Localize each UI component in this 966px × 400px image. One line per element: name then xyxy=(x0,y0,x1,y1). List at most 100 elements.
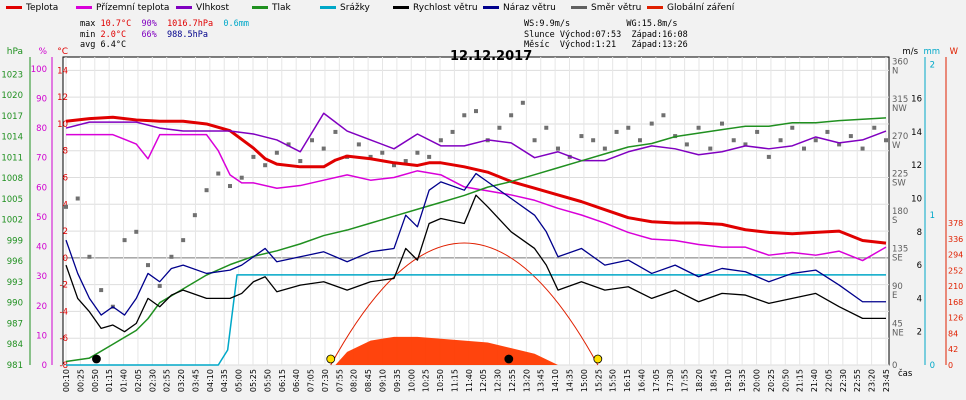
direction-point xyxy=(99,288,104,293)
plot-area xyxy=(62,56,890,366)
direction-point xyxy=(192,213,197,218)
legend-swatch xyxy=(252,6,268,9)
direction-tick-label: N xyxy=(892,66,898,76)
radiation-tick-label: 84 xyxy=(948,329,958,338)
stat-min-press: 988.5hPa xyxy=(167,29,208,40)
axis-unit-label: °C xyxy=(57,47,68,57)
legend-swatch xyxy=(176,6,192,9)
direction-point xyxy=(204,188,209,193)
direction-point xyxy=(169,254,174,259)
series-line xyxy=(65,115,887,245)
x-axis-ticks: 00:10 00:25 00:50 01:15 01:40 02:05 02:30 02:55… xyxy=(62,368,913,392)
x-tick-label: 19:10 xyxy=(724,369,733,392)
x-tick-label: 11:40 xyxy=(465,369,474,392)
legend-item: Srážky xyxy=(320,3,370,13)
radiation-tick-label: 168 xyxy=(948,298,963,307)
direction-tick-label: SW xyxy=(892,179,906,189)
stat-max-rain: 0.6mm xyxy=(223,19,249,29)
legend-swatch xyxy=(320,6,336,9)
axis-tick-label: 2 xyxy=(63,227,68,237)
axis-tick-label: -6 xyxy=(60,334,68,344)
axis-tick-label: 990 xyxy=(7,299,23,309)
wind-tick-label: 8 xyxy=(917,228,922,238)
x-tick-label: 10:50 xyxy=(436,369,445,392)
x-tick-label: 22:30 xyxy=(839,369,848,392)
radiation-tick-label: 252 xyxy=(948,266,963,275)
direction-point xyxy=(228,184,232,189)
direction-point xyxy=(872,125,877,130)
legend-item: Směr větru xyxy=(571,3,641,13)
direction-point xyxy=(520,100,525,105)
axes: hPa9819849879909939969991002100510081011… xyxy=(1,47,963,371)
direction-point xyxy=(216,171,221,176)
x-tick-label: 12:55 xyxy=(508,369,517,392)
sun-times: Slunce Východ:07:53 Západ:16:08 xyxy=(524,29,688,40)
direction-point xyxy=(509,113,514,118)
stat-max-press: 1016.7hPa xyxy=(167,19,214,29)
direction-point xyxy=(474,109,478,114)
rain-tick-label: 0 xyxy=(930,361,935,371)
radiation-area xyxy=(66,336,886,365)
x-tick-label: 01:40 xyxy=(120,369,129,392)
direction-tick-label: NE xyxy=(892,329,904,339)
legend-swatch xyxy=(393,6,409,9)
series-lines xyxy=(64,100,888,366)
direction-tick-label: 0 xyxy=(892,361,897,371)
x-tick-label: 05:00 xyxy=(235,369,244,392)
axis-tick-label: 8 xyxy=(63,147,68,157)
radiation-tick-label: 378 xyxy=(948,219,963,228)
wind-tick-label: 6 xyxy=(917,261,922,271)
direction-point xyxy=(837,142,842,147)
series-line xyxy=(65,112,887,162)
series-line xyxy=(66,274,886,366)
direction-point xyxy=(720,121,724,126)
legend-item: Tlak xyxy=(252,3,291,13)
wind-tick-label: 16 xyxy=(911,95,922,105)
series-line xyxy=(66,133,887,262)
direction-point xyxy=(731,138,736,143)
direction-point xyxy=(427,154,432,159)
x-tick-label: 08:45 xyxy=(364,369,373,392)
moon-times: Měsíc Východ:1:21 Západ:13:26 xyxy=(524,40,688,50)
x-tick-label: 02:05 xyxy=(134,369,143,392)
axis-tick-label: 0 xyxy=(42,361,47,371)
legend-label: Přízemní teplota xyxy=(96,3,170,13)
axis-tick-label: -2 xyxy=(60,281,68,291)
axis-tick-label: 20 xyxy=(36,302,47,312)
axis-tick-label: 40 xyxy=(36,243,47,253)
direction-tick-label: 270 xyxy=(892,132,908,142)
axis-tick-label: 981 xyxy=(7,361,23,371)
series-line xyxy=(65,117,887,363)
axis-tick-label: 6 xyxy=(63,174,68,184)
axis-tick-label: 10 xyxy=(57,120,68,130)
axis-tick-label: 1005 xyxy=(1,195,23,205)
axis-tick-label: 14 xyxy=(57,66,68,76)
direction-point xyxy=(860,146,865,151)
direction-tick-label: 315 xyxy=(892,95,908,105)
x-tick-label: 07:55 xyxy=(335,369,344,392)
axis-tick-label: 1017 xyxy=(1,112,23,122)
direction-point xyxy=(87,254,92,259)
stat-min-label: min xyxy=(80,29,96,40)
axis-tick-label: 1014 xyxy=(1,133,23,143)
legend-item: Náraz větru xyxy=(483,3,556,13)
x-tick-label: 20:00 xyxy=(753,369,762,392)
axis-tick-label: 50 xyxy=(36,213,47,223)
legend-label: Směr větru xyxy=(591,3,642,13)
direction-tick-label: S xyxy=(892,216,897,226)
direction-point xyxy=(333,129,338,134)
stat-max-hum: 90% xyxy=(141,19,157,29)
axis-tick-label: 10 xyxy=(36,331,47,341)
direction-point xyxy=(614,129,619,134)
x-tick-label: 15:25 xyxy=(594,369,603,392)
series-line xyxy=(65,194,886,333)
x-tick-label: 13:20 xyxy=(522,369,531,392)
stat-avg-temp: 6.4°C xyxy=(100,40,127,50)
x-tick-label: 11:15 xyxy=(450,369,459,392)
radiation-tick-label: 210 xyxy=(948,282,963,291)
direction-point xyxy=(532,138,537,143)
axis-tick-label: 987 xyxy=(7,319,23,329)
x-tick-label: 03:45 xyxy=(191,369,200,392)
legend-swatch xyxy=(647,6,663,9)
direction-point xyxy=(591,138,596,143)
